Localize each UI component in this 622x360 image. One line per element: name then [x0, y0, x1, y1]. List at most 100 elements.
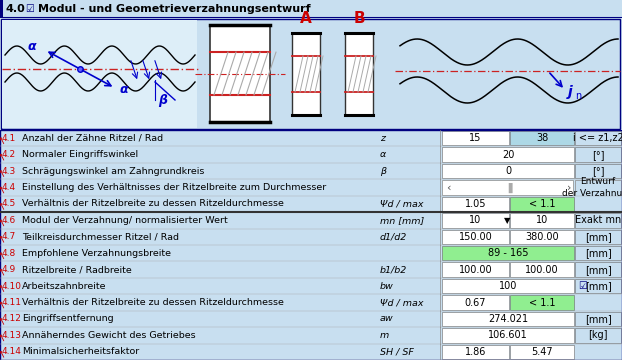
Bar: [2, 20, 197, 128]
Bar: [510, 230, 574, 244]
Text: 38: 38: [536, 133, 548, 143]
Text: Ψd / max: Ψd / max: [380, 298, 424, 307]
Text: ☑: ☑: [25, 4, 34, 14]
Bar: [442, 312, 574, 326]
Bar: [442, 279, 574, 293]
Text: Entwurf
der Verzahnung: Entwurf der Verzahnung: [562, 177, 622, 198]
Text: 274.021: 274.021: [488, 314, 528, 324]
Text: 100.00: 100.00: [525, 265, 559, 275]
Text: mn [mm]: mn [mm]: [380, 216, 424, 225]
Bar: [575, 262, 621, 277]
Text: Verhältnis der Ritzelbreite zu dessen Ritzeldurchmesse: Verhältnis der Ritzelbreite zu dessen Ri…: [22, 199, 284, 208]
Bar: [0, 343, 622, 360]
Text: A: A: [300, 11, 312, 26]
Bar: [510, 262, 574, 277]
Text: 4.12: 4.12: [2, 314, 22, 323]
Text: Normaler Eingriffswinkel: Normaler Eingriffswinkel: [22, 150, 138, 159]
Bar: [575, 312, 621, 326]
Text: 150.00: 150.00: [458, 232, 493, 242]
Bar: [0, 311, 622, 327]
Text: Ψd / max: Ψd / max: [380, 199, 424, 208]
Text: Modul der Verzahnung/ normalisierter Wert: Modul der Verzahnung/ normalisierter Wer…: [22, 216, 228, 225]
Bar: [442, 197, 509, 211]
Bar: [442, 345, 509, 359]
Bar: [0, 278, 622, 294]
Bar: [442, 131, 509, 145]
Bar: [442, 246, 574, 260]
Text: B: B: [353, 11, 365, 26]
Text: Annäherndes Gewicht des Getriebes: Annäherndes Gewicht des Getriebes: [22, 331, 196, 340]
Text: [°]: [°]: [592, 166, 604, 176]
Text: < 1.1: < 1.1: [529, 199, 555, 209]
Text: bw: bw: [380, 282, 394, 291]
Bar: [575, 180, 621, 211]
Text: 0.67: 0.67: [465, 297, 486, 307]
Bar: [0, 327, 622, 343]
Text: 10: 10: [536, 215, 548, 225]
Text: < 1.1: < 1.1: [529, 297, 555, 307]
Bar: [442, 180, 573, 195]
Text: [mm]: [mm]: [585, 232, 611, 242]
Bar: [510, 345, 574, 359]
Text: i <= z1,z2: i <= z1,z2: [573, 133, 622, 143]
Text: 100.00: 100.00: [458, 265, 492, 275]
Text: Empfohlene Verzahnungsbreite: Empfohlene Verzahnungsbreite: [22, 249, 171, 258]
Bar: [575, 279, 621, 293]
Bar: [510, 131, 574, 145]
Bar: [442, 148, 574, 162]
Text: 0: 0: [505, 166, 511, 176]
Bar: [0, 212, 622, 229]
Bar: [575, 230, 621, 244]
Bar: [0, 163, 622, 179]
Text: [kg]: [kg]: [588, 330, 608, 340]
Bar: [442, 230, 509, 244]
Text: 380.00: 380.00: [525, 232, 559, 242]
Text: 4.5: 4.5: [2, 199, 16, 208]
Text: 4.9: 4.9: [2, 265, 16, 274]
Text: j: j: [568, 85, 573, 99]
Text: β: β: [158, 94, 167, 107]
Bar: [575, 148, 621, 162]
Bar: [0, 229, 622, 245]
Text: Arbeitszahnbreite: Arbeitszahnbreite: [22, 282, 106, 291]
Text: Eingriffsentfernung: Eingriffsentfernung: [22, 314, 114, 323]
Bar: [0, 196, 622, 212]
Bar: [442, 213, 509, 228]
Text: ▼: ▼: [504, 216, 511, 225]
Text: [mm]: [mm]: [585, 281, 611, 291]
Text: m: m: [380, 331, 389, 340]
Text: Schrägungswinkel am Zahngrundkreis: Schrägungswinkel am Zahngrundkreis: [22, 167, 205, 176]
Bar: [0, 261, 622, 278]
Bar: [575, 164, 621, 178]
Text: α: α: [28, 40, 37, 53]
Text: Ritzelbreite / Radbreite: Ritzelbreite / Radbreite: [22, 265, 132, 274]
Text: 4.0: 4.0: [5, 4, 25, 14]
Bar: [0, 130, 622, 147]
Text: n: n: [575, 91, 581, 101]
Text: 4.4: 4.4: [2, 183, 16, 192]
Text: α: α: [120, 83, 129, 96]
Text: 4.7: 4.7: [2, 232, 16, 241]
Text: 4.13: 4.13: [2, 331, 22, 340]
Text: 5.47: 5.47: [531, 347, 553, 357]
Text: ›: ›: [567, 183, 572, 193]
Bar: [510, 295, 574, 310]
Text: 106.601: 106.601: [488, 330, 528, 340]
Text: Minimalsicherheitsfaktor: Minimalsicherheitsfaktor: [22, 347, 139, 356]
Text: Verhältnis der Ritzelbreite zu dessen Ritzeldurchmesse: Verhältnis der Ritzelbreite zu dessen Ri…: [22, 298, 284, 307]
Bar: [0, 147, 622, 163]
Text: 4.3: 4.3: [2, 167, 16, 176]
Bar: [442, 328, 574, 343]
Text: b1/b2: b1/b2: [380, 265, 407, 274]
Text: [mm]: [mm]: [585, 314, 611, 324]
Text: 4.10: 4.10: [2, 282, 22, 291]
Bar: [0, 294, 622, 311]
Text: 15: 15: [470, 133, 481, 143]
Text: α: α: [380, 150, 386, 159]
Text: aw: aw: [380, 314, 394, 323]
Text: Anzahl der Zähne Ritzel / Rad: Anzahl der Zähne Ritzel / Rad: [22, 134, 163, 143]
Text: ▐: ▐: [504, 183, 511, 193]
Text: [mm]: [mm]: [585, 248, 611, 258]
Text: 4.6: 4.6: [2, 216, 16, 225]
Text: Modul - und Geometrieverzahnungsentwurf: Modul - und Geometrieverzahnungsentwurf: [38, 4, 310, 14]
